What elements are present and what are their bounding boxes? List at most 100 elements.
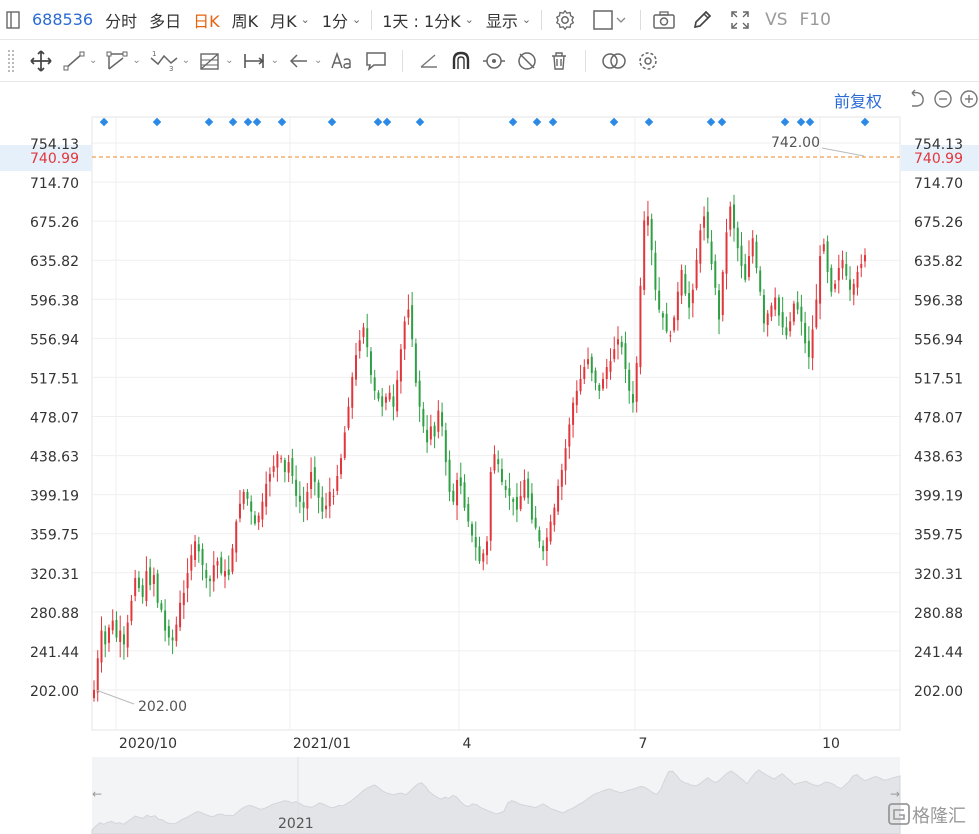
time-tick-label: 2021/01: [293, 736, 351, 752]
tab-monthly-k[interactable]: 月K ⌄: [264, 0, 316, 40]
fullscreen-icon[interactable]: [727, 7, 753, 33]
event-marker-icon[interactable]: [644, 117, 654, 127]
text-tool[interactable]: [326, 40, 360, 82]
tab-weekly-k[interactable]: 周K: [231, 11, 259, 31]
event-marker-icon[interactable]: [780, 117, 790, 127]
range-measure-tool[interactable]: ⌄: [238, 40, 283, 82]
candle-body: [373, 377, 376, 391]
candle-body: [860, 263, 863, 268]
chevron-down-icon: ⌄: [225, 55, 234, 66]
candle-body: [676, 291, 679, 321]
trash-icon: [552, 51, 567, 70]
event-marker-icon[interactable]: [204, 117, 214, 127]
event-marker-icon[interactable]: [382, 117, 392, 127]
f10-button[interactable]: F10: [799, 9, 831, 30]
candle-body: [212, 565, 215, 582]
time-tick-label: 4: [463, 736, 472, 752]
candle-body: [347, 406, 350, 428]
tab-daily-k[interactable]: 日K: [193, 11, 220, 31]
event-marker-icon[interactable]: [717, 117, 727, 127]
candle-body: [369, 351, 372, 375]
stock-code[interactable]: 688536: [32, 10, 94, 29]
candle-body: [774, 297, 777, 310]
camera-icon[interactable]: [651, 7, 677, 33]
candle-body: [560, 470, 563, 487]
candle-body: [800, 306, 803, 322]
candle-body: [235, 521, 238, 553]
overlap-circles-icon: [602, 52, 627, 69]
sidebar-toggle-icon[interactable]: [0, 0, 26, 40]
display-menu[interactable]: 显示 ⌄: [480, 0, 537, 40]
period-combo-select[interactable]: 1天 : 1分K ⌄: [376, 0, 480, 40]
event-marker-icon[interactable]: [415, 117, 425, 127]
fibonacci-tool[interactable]: ⌄: [194, 40, 237, 82]
price-tick-label: 359.75: [914, 528, 963, 544]
event-marker-icon[interactable]: [243, 117, 253, 127]
candle-body: [119, 630, 122, 642]
magnet-icon: [453, 51, 470, 69]
candle-body: [568, 424, 571, 447]
event-marker-icon[interactable]: [277, 117, 287, 127]
zoom-in-icon[interactable]: [958, 88, 979, 110]
zoom-out-icon[interactable]: [932, 88, 954, 110]
price-tick-label: 714.70: [914, 176, 963, 192]
event-marker-icon[interactable]: [860, 117, 870, 127]
line-tool[interactable]: ⌄: [58, 40, 101, 82]
magnet-tool[interactable]: [445, 40, 477, 82]
eye-off-icon: [518, 51, 537, 70]
event-marker-icon[interactable]: [805, 117, 815, 127]
candle-body: [557, 485, 560, 512]
navigator-right-handle-icon[interactable]: →: [890, 787, 900, 801]
reset-icon[interactable]: [906, 88, 928, 110]
event-marker-icon[interactable]: [228, 117, 238, 127]
event-marker-icon[interactable]: [373, 117, 383, 127]
move-tool[interactable]: [24, 40, 58, 82]
price-tick-label: 675.26: [30, 215, 79, 231]
price-tick-label: 280.88: [30, 606, 79, 622]
event-marker-icon[interactable]: [252, 117, 262, 127]
top-toolbar: 688536 分时 多日 日K 周K 月K ⌄ 1分 ⌄ 1天 : 1分K ⌄ 显示 ⌄…: [0, 0, 979, 40]
price-tick-label: 517.51: [30, 371, 79, 387]
event-markers: [99, 117, 870, 127]
event-marker-icon[interactable]: [609, 117, 619, 127]
event-marker-icon[interactable]: [327, 117, 337, 127]
candle-body: [242, 491, 245, 504]
candle-body: [493, 454, 496, 471]
arrow-tool[interactable]: ⌄: [283, 40, 326, 82]
comment-tool[interactable]: [360, 40, 392, 82]
tab-intraday[interactable]: 分时: [105, 11, 138, 31]
min-leader-line: [95, 689, 135, 705]
tab-multi-day[interactable]: 多日: [149, 11, 182, 31]
pencil-icon[interactable]: [689, 7, 715, 33]
price-adjust-toggle[interactable]: 前复权: [834, 92, 883, 111]
tab-one-minute-label: 1分: [321, 11, 349, 31]
drag-handle[interactable]: [8, 49, 14, 72]
candle-body: [512, 499, 515, 502]
navigator[interactable]: 2021 ← →: [91, 757, 901, 834]
event-marker-icon[interactable]: [548, 117, 558, 127]
channel-tool[interactable]: ⌄: [101, 40, 144, 82]
overlay-tool[interactable]: [596, 40, 632, 82]
event-marker-icon[interactable]: [706, 117, 716, 127]
event-marker-icon[interactable]: [99, 117, 109, 127]
drawing-settings-tool[interactable]: [632, 40, 664, 82]
navigator-left-handle-icon[interactable]: ←: [92, 787, 102, 801]
event-marker-icon[interactable]: [532, 117, 542, 127]
layout-square-icon[interactable]: [590, 7, 630, 33]
hide-drawings-tool[interactable]: [511, 40, 543, 82]
candle-body: [441, 412, 444, 427]
settings-gear-icon[interactable]: [552, 7, 578, 33]
compare-vs-button[interactable]: VS: [765, 9, 788, 30]
tab-one-minute[interactable]: 1分 ⌄: [316, 0, 367, 40]
event-marker-icon[interactable]: [796, 117, 806, 127]
candle-body: [661, 313, 664, 318]
angle-tool[interactable]: [413, 40, 445, 82]
delete-drawings-tool[interactable]: [543, 40, 575, 82]
event-marker-icon[interactable]: [152, 117, 162, 127]
lock-drawing-tool[interactable]: [477, 40, 511, 82]
event-marker-icon[interactable]: [508, 117, 518, 127]
candle-body: [216, 561, 219, 566]
candle-body: [167, 626, 170, 638]
